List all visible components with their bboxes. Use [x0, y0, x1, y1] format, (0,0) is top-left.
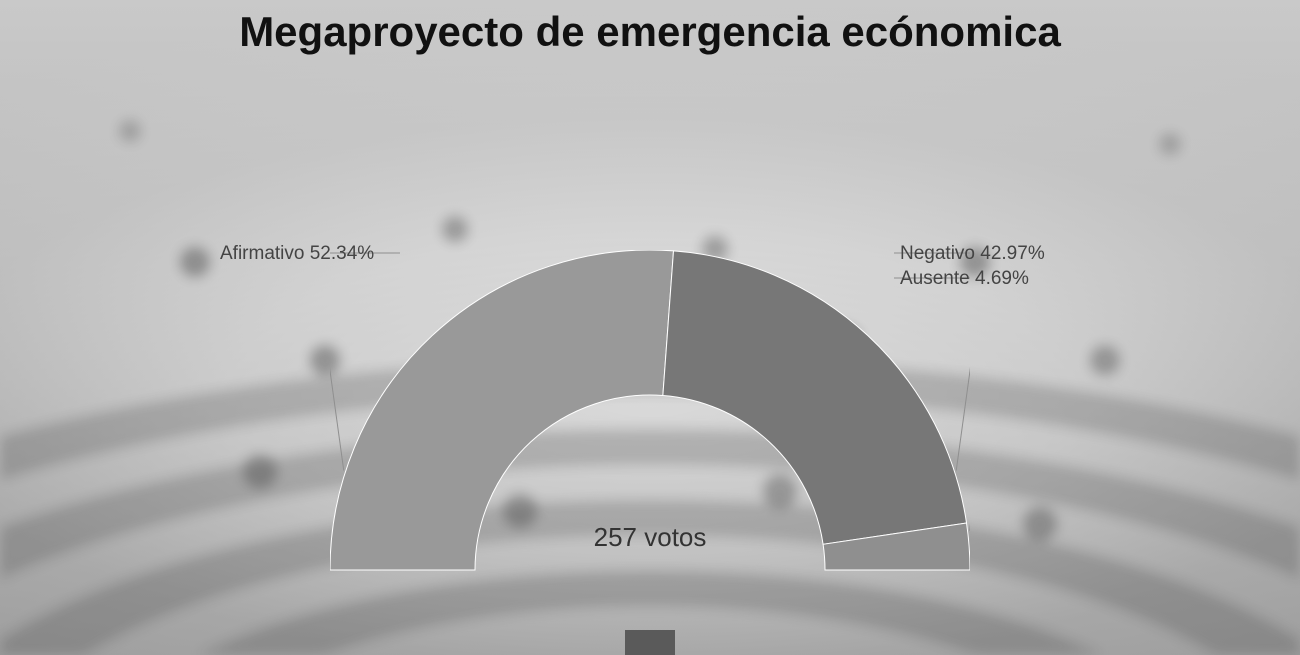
slice-label-negativo: Negativo 42.97% [900, 243, 1045, 265]
leader-line-afirmativo [330, 253, 344, 470]
content-layer: Megaproyecto de emergencia ecónomica Afi… [0, 0, 1300, 655]
total-votes-label: 257 votos [550, 522, 750, 553]
stage: Megaproyecto de emergencia ecónomica Afi… [0, 0, 1300, 655]
slice-negativo [663, 251, 967, 544]
page-title: Megaproyecto de emergencia ecónomica [0, 8, 1300, 56]
slice-label-ausente: Ausente 4.69% [900, 268, 1029, 290]
slice-label-afirmativo: Afirmativo 52.34% [220, 243, 374, 265]
bottom-blue-block [625, 630, 675, 655]
